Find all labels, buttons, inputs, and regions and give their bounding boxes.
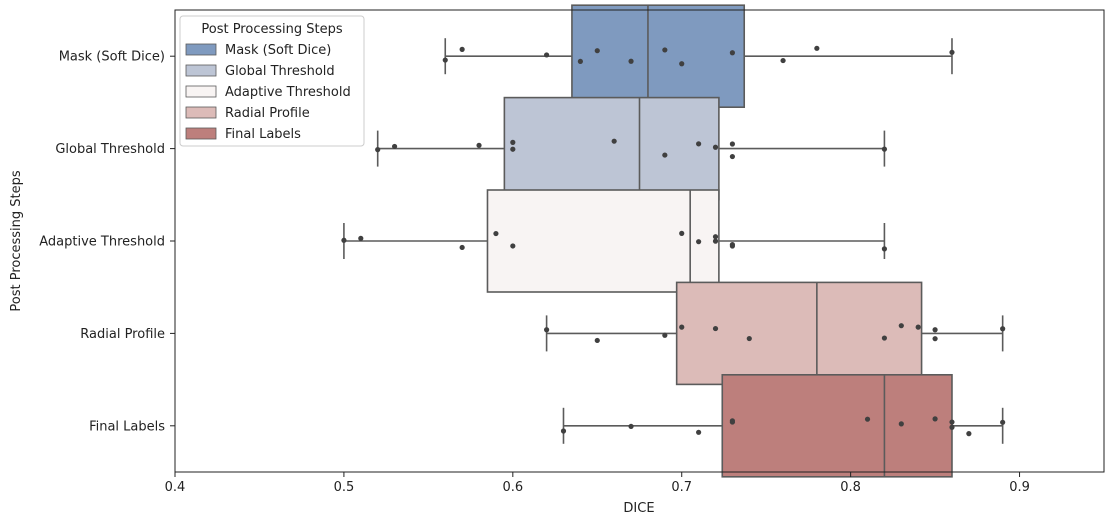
data-point (459, 46, 465, 52)
data-point (729, 242, 736, 248)
x-tick-label: 0.7 (671, 480, 692, 495)
box-iqr (503, 96, 720, 201)
box-group (442, 4, 955, 108)
data-point (729, 153, 736, 160)
plot-area (341, 4, 1006, 478)
data-point (375, 147, 381, 153)
data-point (949, 49, 955, 55)
box-iqr (721, 373, 953, 478)
data-point (966, 431, 972, 437)
data-point (662, 332, 668, 338)
legend-entry-label: Radial Profile (225, 106, 310, 121)
box-iqr (675, 281, 923, 386)
legend-title: Post Processing Steps (201, 22, 342, 37)
data-point (712, 325, 719, 332)
legend: Post Processing Steps Mask (Soft Dice) Glo… (179, 15, 365, 147)
data-point (712, 144, 719, 150)
data-point (594, 337, 600, 344)
data-point (662, 152, 668, 158)
data-point (712, 238, 719, 244)
x-tick-label: 0.4 (165, 480, 186, 495)
data-point (544, 52, 550, 58)
data-point (864, 416, 871, 422)
box-iqr (571, 4, 746, 108)
data-point (949, 419, 955, 425)
data-point (696, 239, 702, 245)
data-point (611, 138, 617, 144)
y-axis: Mask (Soft Dice) Global Threshold Adaptive… (39, 50, 175, 434)
data-point (544, 327, 550, 333)
legend-entry-label: Mask (Soft Dice) (225, 43, 331, 58)
data-point (932, 416, 938, 422)
legend-swatch (185, 64, 217, 77)
legend-entry-label: Final Labels (225, 127, 301, 142)
x-axis-label: DICE (623, 501, 654, 516)
legend-swatch (185, 106, 217, 119)
data-point (881, 146, 888, 152)
data-point (341, 237, 347, 243)
data-point (949, 424, 955, 430)
data-point (729, 418, 736, 424)
data-point (898, 323, 904, 329)
data-point (696, 141, 702, 147)
data-point (628, 58, 634, 64)
legend-swatch (185, 43, 217, 56)
data-point (358, 235, 364, 241)
data-point (476, 142, 482, 148)
data-point (881, 246, 888, 252)
legend-entry-label: Adaptive Threshold (225, 85, 351, 100)
legend-entry-label: Global Threshold (225, 64, 335, 79)
y-axis-label: Post Processing Steps (9, 170, 24, 311)
box-group (341, 189, 888, 293)
legend-swatch (185, 127, 217, 140)
data-point (729, 141, 736, 147)
x-tick-label: 0.6 (502, 480, 523, 495)
box-group (544, 281, 1006, 386)
y-tick-label: Radial Profile (80, 327, 165, 342)
y-tick-label: Final Labels (89, 419, 165, 434)
data-point (679, 230, 685, 236)
data-point (510, 146, 516, 152)
data-point (577, 58, 583, 65)
data-point (459, 244, 465, 251)
data-point (898, 421, 904, 427)
data-point (391, 143, 398, 150)
data-point (932, 336, 938, 342)
legend-frame (179, 15, 365, 147)
box-group (375, 96, 888, 201)
box-group (560, 373, 1006, 478)
data-point (594, 48, 600, 54)
data-point (881, 335, 888, 341)
x-axis: 0.4 0.5 0.6 0.7 0.8 0.9 (165, 472, 1030, 495)
legend-swatch (185, 85, 217, 98)
data-point (915, 324, 921, 330)
data-point (746, 335, 752, 342)
x-tick-label: 0.9 (1009, 480, 1030, 495)
data-point (679, 324, 685, 330)
data-point (662, 47, 668, 53)
data-point (814, 45, 820, 51)
y-tick-label: Global Threshold (55, 142, 165, 157)
data-point (729, 50, 736, 56)
data-point (628, 423, 634, 430)
data-point (493, 230, 499, 237)
data-point (679, 61, 685, 67)
y-tick-label: Adaptive Threshold (39, 235, 165, 250)
data-point (510, 139, 516, 145)
x-tick-label: 0.5 (334, 480, 355, 495)
data-point (1000, 326, 1006, 332)
data-point (442, 57, 448, 63)
data-point (932, 327, 938, 333)
y-tick-label: Mask (Soft Dice) (59, 50, 165, 65)
data-point (560, 428, 567, 434)
data-point (696, 429, 702, 435)
x-tick-label: 0.8 (840, 480, 861, 495)
box-iqr (486, 189, 720, 293)
data-point (1000, 419, 1006, 425)
data-point (712, 234, 719, 240)
data-point (780, 57, 786, 64)
data-point (510, 243, 516, 249)
